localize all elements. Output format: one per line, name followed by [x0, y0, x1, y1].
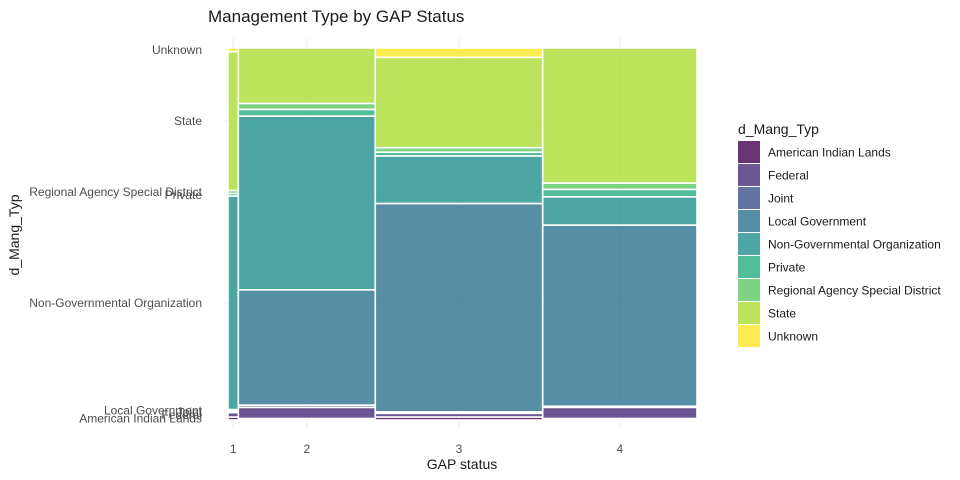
tile-gap-3-state — [374, 56, 544, 149]
tile-gap-4-non-governmental-organization — [541, 196, 698, 226]
legend-label-unknown: Unknown — [768, 330, 818, 344]
y-tick-label-non-governmental-organization: Non-Governmental Organization — [29, 296, 202, 310]
y-tick-label-private: Private — [165, 188, 203, 202]
y-tick-label-unknown: Unknown — [152, 43, 202, 57]
tile-gap-2-state — [237, 47, 377, 105]
x-tick-label-4: 4 — [617, 442, 624, 456]
legend-key-private — [738, 256, 760, 278]
legend-label-local-government: Local Government — [768, 215, 867, 229]
legend-title: d_Mang_Typ — [738, 121, 819, 137]
legend-key-local-government — [738, 210, 760, 232]
tile-gap-2-local-government — [237, 288, 377, 406]
legend-key-american-indian-lands — [738, 141, 760, 163]
legend-key-federal — [738, 164, 760, 186]
legend-label-federal: Federal — [768, 169, 809, 183]
x-tick-label-1: 1 — [230, 442, 237, 456]
tiles — [227, 47, 698, 421]
tile-gap-1-non-governmental-organization — [227, 195, 240, 411]
tile-gap-2-non-governmental-organization — [237, 115, 377, 291]
legend-label-private: Private — [768, 261, 806, 275]
tile-gap-4-local-government — [541, 224, 698, 408]
chart-title: Management Type by GAP Status — [208, 7, 464, 26]
legend-label-state: State — [768, 307, 796, 321]
legend-key-joint — [738, 187, 760, 209]
legend-key-state — [738, 302, 760, 324]
y-tick-label-federal: Federal — [161, 408, 202, 422]
tile-gap-4-private — [541, 188, 698, 198]
tile-gap-2-private — [237, 108, 377, 117]
tile-gap-4-federal — [541, 406, 698, 420]
y-tick-label-regional-agency-special-district: Regional Agency Special District — [29, 185, 202, 199]
y-axis-title: d_Mang_Typ — [6, 194, 22, 275]
legend-key-non-governmental-organization — [738, 233, 760, 255]
y-tick-label-state: State — [174, 114, 202, 128]
legend-key-regional-agency-special-district — [738, 279, 760, 301]
tile-gap-3-non-governmental-organization — [374, 155, 544, 205]
y-tick-label-american-indian-lands: American Indian Lands — [79, 412, 202, 426]
legend-label-joint: Joint — [768, 192, 794, 206]
x-axis-title: GAP status — [427, 456, 498, 472]
legend-label-regional-agency-special-district: Regional Agency Special District — [768, 284, 941, 298]
y-tick-label-local-government: Local Government — [104, 403, 203, 417]
tile-gap-4-state — [541, 47, 698, 184]
x-axis-ticks: 1 2 3 4 — [230, 442, 624, 456]
legend-label-non-governmental-organization: Non-Governmental Organization — [768, 238, 941, 252]
legend-key-unknown — [738, 325, 760, 347]
tile-gap-1-state — [227, 50, 240, 192]
tile-gap-2-regional-agency-special-district — [237, 102, 377, 111]
tile-gap-1-unknown — [227, 47, 240, 53]
tile-gap-2-federal — [237, 406, 377, 420]
tile-gap-4-regional-agency-special-district — [541, 182, 698, 191]
legend-label-american-indian-lands: American Indian Lands — [768, 146, 891, 160]
y-tick-label-joint: Joint — [177, 405, 203, 419]
legend: d_Mang_Typ American Indian Lands Federal J… — [738, 121, 941, 347]
tile-gap-3-unknown — [374, 47, 544, 59]
x-tick-label-3: 3 — [456, 442, 463, 456]
tile-gap-3-local-government — [374, 202, 544, 413]
x-tick-label-2: 2 — [303, 442, 310, 456]
